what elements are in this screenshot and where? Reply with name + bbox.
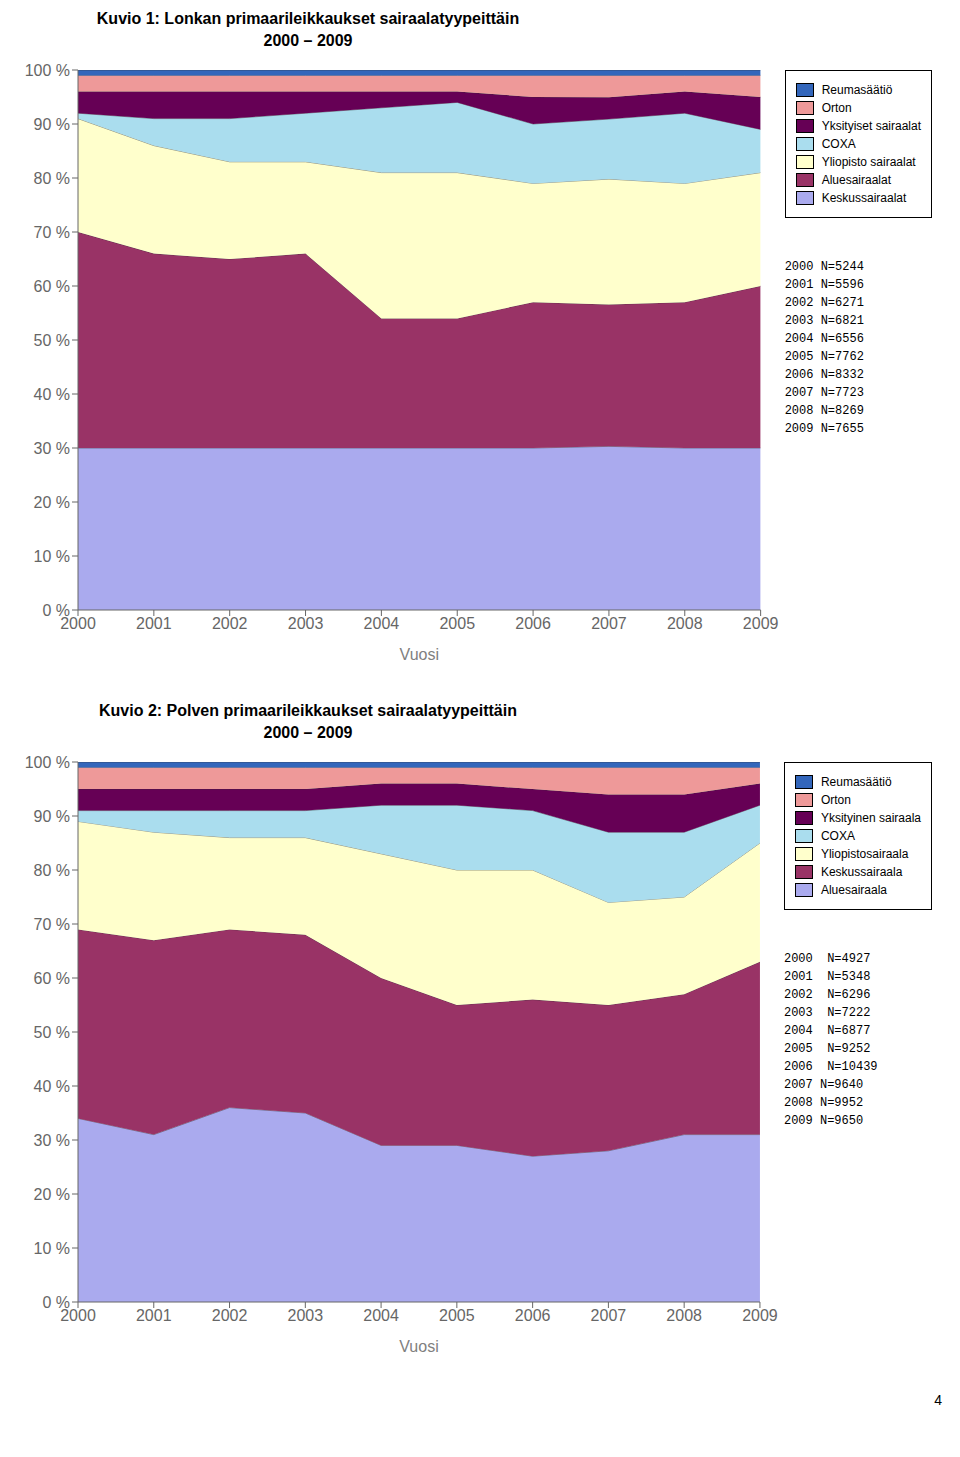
svg-text:2006: 2006 [515,1307,551,1324]
svg-text:Vuosi: Vuosi [399,1338,438,1355]
svg-text:50 %: 50 % [34,332,70,349]
html-text:Aluesairaalat: Aluesairaalat [821,173,891,187]
svg-text:20 %: 20 % [34,494,70,511]
svg-text:2004: 2004 [363,1307,399,1324]
html-text:Kuvio 2: Polven primaarileikka: Kuvio 2: Polven primaarileikkaukset sair… [99,702,517,719]
html-text:COXA: COXA [821,137,856,151]
svg-text:50 %: 50 % [34,1024,70,1041]
html-text:Yliopisto sairaalat: Yliopisto sairaalat [821,155,916,169]
html-text:Orton: Orton [821,101,852,115]
html-text:Orton: Orton [820,793,851,807]
svg-text:100 %: 100 % [25,754,70,771]
svg-text:40 %: 40 % [34,1078,70,1095]
html-text:2000 – 2009: 2000 – 2009 [263,724,353,741]
html-text:Kuvio 1: Lonkan primaarileikka: Kuvio 1: Lonkan primaarileikkaukset sair… [96,10,520,27]
svg-text:2005: 2005 [439,615,475,632]
svg-text:2009: 2009 [743,615,779,632]
svg-text:60 %: 60 % [34,970,70,987]
html-text:COXA: COXA [820,829,855,843]
html-text:2000 N=4927 2001 N=5348 2002 N: 2000 N=4927 2001 N=5348 2002 N=6296 2003… [783,952,878,1128]
svg-text:2000: 2000 [60,1307,96,1325]
svg-text:40 %: 40 % [34,386,70,403]
svg-text:80 %: 80 % [34,170,70,187]
svg-text:2007: 2007 [591,615,627,632]
svg-text:30 %: 30 % [34,440,70,457]
svg-text:100 %: 100 % [25,62,70,79]
svg-text:70 %: 70 % [34,224,70,241]
svg-text:2003: 2003 [288,615,324,632]
svg-text:2006: 2006 [515,615,551,632]
html-text:2000 – 2009: 2000 – 2009 [263,32,353,49]
html-text:Yksityinen sairaala: Yksityinen sairaala [820,811,921,825]
svg-text:90 %: 90 % [34,808,70,825]
svg-text:20 %: 20 % [34,1186,70,1203]
svg-text:90 %: 90 % [34,116,70,133]
svg-text:80 %: 80 % [34,862,70,879]
svg-text:0 %: 0 % [42,602,70,619]
svg-text:10 %: 10 % [34,1240,70,1257]
html-text:2000 N=5244 2001 N=5596 2002 N: 2000 N=5244 2001 N=5596 2002 N=6271 2003… [784,260,864,436]
html-text:Yksityiset sairaalat: Yksityiset sairaalat [821,119,921,133]
html-text:Yliopistosairaala: Yliopistosairaala [820,847,909,861]
svg-text:2002: 2002 [212,615,248,632]
svg-text:70 %: 70 % [34,916,70,933]
svg-text:2008: 2008 [666,1307,702,1324]
svg-text:2004: 2004 [364,615,400,632]
svg-text:2001: 2001 [136,615,172,632]
svg-text:30 %: 30 % [34,1132,70,1149]
svg-text:2002: 2002 [212,1307,248,1324]
html-text:Keskussairaala: Keskussairaala [820,865,903,879]
svg-text:60 %: 60 % [34,278,70,295]
html-text:Reumasäätiö: Reumasäätiö [820,775,892,789]
svg-text:2001: 2001 [136,1307,172,1324]
svg-text:2003: 2003 [288,1307,324,1324]
svg-text:0 %: 0 % [42,1294,70,1311]
html-text:Keskussairaalat: Keskussairaalat [821,191,907,205]
svg-text:2007: 2007 [591,1307,627,1324]
html-text:Aluesairaala: Aluesairaala [820,883,887,897]
svg-text:2000: 2000 [60,615,96,633]
svg-text:2005: 2005 [439,1307,475,1324]
html-text:4: 4 [934,1392,942,1408]
svg-text:2009: 2009 [742,1307,778,1324]
html-text:Reumasäätiö: Reumasäätiö [821,83,893,97]
svg-text:Vuosi: Vuosi [400,646,439,663]
svg-text:2008: 2008 [667,615,703,632]
svg-text:10 %: 10 % [34,548,70,565]
